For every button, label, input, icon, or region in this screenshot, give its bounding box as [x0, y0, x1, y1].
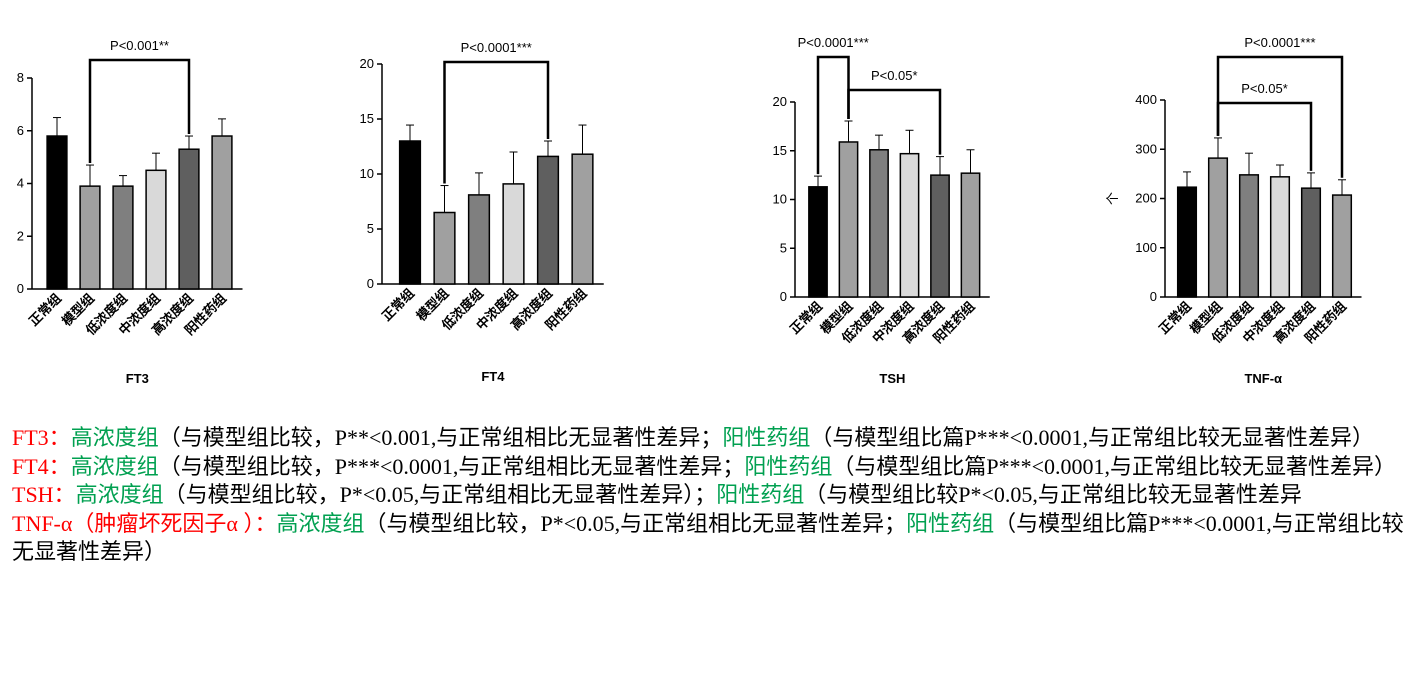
bar	[808, 186, 828, 298]
bar	[433, 211, 456, 285]
significance-label: P<0.0001***	[461, 40, 532, 55]
y-tick-label: 10	[773, 192, 787, 207]
significance-label: P<0.0001***	[1244, 35, 1315, 50]
note-text: FT3：	[12, 425, 71, 450]
note-text: （与模型组比较，P*<0.05,与正常组相比无显著性差异）；	[163, 482, 717, 507]
y-tick-label: 8	[17, 70, 24, 85]
bar	[46, 135, 68, 290]
note-paragraph: FT4：高浓度组（与模型组比较，P***<0.0001,与正常组相比无显著性差异…	[12, 453, 1412, 482]
bar	[869, 149, 889, 298]
chart-title: TSH	[879, 371, 905, 386]
bar	[178, 148, 200, 290]
bar	[1300, 187, 1322, 298]
note-paragraph: TSH：高浓度组（与模型组比较，P*<0.05,与正常组相比无显著性差异）；阳性…	[12, 481, 1412, 510]
significance-label: P<0.0001***	[798, 35, 869, 50]
y-tick-label: 0	[367, 276, 374, 291]
x-tick-label: 正常组	[1156, 299, 1194, 337]
y-axis-label: 个	[1105, 192, 1120, 205]
y-tick-label: 4	[17, 176, 24, 191]
significance-bracket	[443, 60, 550, 184]
bar	[838, 141, 859, 298]
y-tick-label: 5	[780, 240, 787, 255]
note-text: TNF-α（肿瘤坏死因子α ）：	[12, 510, 277, 536]
y-tick-label: 200	[1135, 191, 1157, 206]
x-tick-label: 正常组	[26, 291, 64, 329]
bar	[899, 152, 920, 298]
bar	[536, 155, 560, 285]
note-text: 高浓度组	[70, 453, 159, 479]
bar	[1207, 157, 1229, 298]
significance-bracket	[88, 58, 191, 164]
y-tick-label: 10	[360, 166, 374, 181]
bar	[1269, 176, 1291, 298]
significance-label: P<0.05*	[871, 68, 918, 83]
note-text: （与模型组比较，P**<0.001,与正常组相比无显著性差异；	[158, 425, 723, 450]
bar	[960, 172, 981, 298]
y-tick-label: 400	[1135, 92, 1157, 107]
y-tick-label: 0	[1150, 289, 1157, 304]
x-tick-label: 正常组	[379, 286, 417, 324]
note-text: FT4：	[12, 453, 71, 479]
bar	[1176, 186, 1198, 298]
note-text: 高浓度组	[276, 510, 365, 536]
note-text: （与模型组比较，P***<0.0001,与正常组相比无显著性差异；	[158, 453, 745, 479]
y-tick-label: 5	[367, 221, 374, 236]
y-tick-label: 15	[360, 111, 374, 126]
significance-bracket	[816, 55, 850, 175]
y-tick-label: 15	[773, 143, 787, 158]
y-tick-label: 300	[1135, 141, 1157, 156]
note-text: 阳性药组	[906, 510, 995, 536]
chart-title: TNF-α	[1244, 371, 1282, 386]
significance-bracket	[1216, 101, 1313, 171]
note-text: （与模型组比较，P*<0.05,与正常组相比无显著性差异；	[364, 510, 907, 536]
bar	[398, 140, 422, 285]
y-tick-label: 0	[17, 281, 24, 296]
bar	[467, 194, 491, 285]
y-tick-label: 20	[360, 56, 374, 71]
note-text: 阳性药组	[722, 425, 811, 450]
note-text: （与模型组比篇P***<0.0001,与正常组比较无显著性差异）	[832, 453, 1397, 479]
bar	[930, 174, 950, 298]
note-text: 高浓度组	[75, 482, 164, 507]
bar	[79, 185, 101, 290]
y-tick-label: 20	[773, 94, 787, 109]
bar	[211, 135, 233, 290]
significance-bracket	[1216, 55, 1344, 178]
notes: FT3：高浓度组（与模型组比较，P**<0.001,与正常组相比无显著性差异；阳…	[12, 424, 1412, 567]
chart-title: FT4	[481, 369, 505, 384]
note-text: （与模型组比篇P***<0.0001,与正常组比较无显著性差异）	[810, 425, 1375, 450]
y-tick-label: 100	[1135, 240, 1157, 255]
y-tick-label: 2	[17, 228, 24, 243]
charts: 02468正常组模型组低浓度组中浓度组高浓度组阳性药组P<0.001**FT30…	[17, 35, 1362, 386]
bar	[1238, 174, 1260, 298]
y-tick-label: 6	[17, 123, 24, 138]
significance-label: P<0.05*	[1241, 81, 1288, 96]
note-text: 高浓度组	[70, 425, 159, 450]
note-text: TSH：	[12, 482, 76, 507]
significance-bracket	[847, 88, 942, 155]
bar	[145, 169, 167, 290]
bar	[1331, 194, 1353, 298]
note-paragraph: TNF-α（肿瘤坏死因子α ）：高浓度组（与模型组比较，P*<0.05,与正常组…	[12, 510, 1412, 567]
note-text: 阳性药组	[716, 482, 805, 507]
significance-label: P<0.001**	[110, 38, 169, 53]
x-tick-label: 正常组	[787, 299, 825, 337]
bar	[571, 153, 594, 285]
y-tick-label: 0	[780, 289, 787, 304]
note-text: （与模型组比篇P***<0.0001,与正常组比较无显著性差异）	[12, 510, 1404, 565]
note-text: （与模型组比较P*<0.05,与正常组比较无显著性差异	[804, 482, 1302, 507]
bar	[112, 185, 134, 290]
note-paragraph: FT3：高浓度组（与模型组比较，P**<0.001,与正常组相比无显著性差异；阳…	[12, 424, 1412, 453]
note-text: 阳性药组	[744, 453, 833, 479]
bar	[502, 183, 525, 285]
chart-title: FT3	[126, 371, 149, 386]
